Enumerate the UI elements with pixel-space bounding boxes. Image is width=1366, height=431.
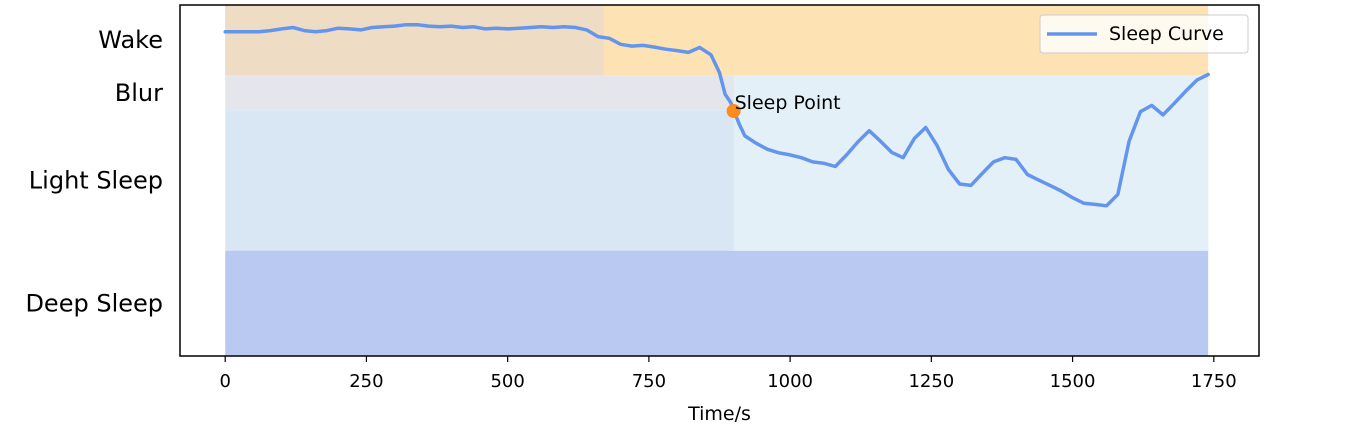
x-tick-label: 250: [349, 371, 383, 392]
sleep-stage-bands: [225, 5, 1209, 356]
band-label-wake: Wake: [98, 26, 163, 54]
plot-frame: [179, 4, 1260, 357]
sleep-point-marker: [726, 104, 741, 119]
x-tick-label: 0: [219, 371, 230, 392]
sleep-stage-labels: Wake Blur Light Sleep Deep Sleep: [25, 26, 163, 317]
series-line-sleep-curve: [223, 22, 1210, 208]
band-label-deep-sleep: Deep Sleep: [25, 289, 163, 317]
annotations: Sleep Point: [726, 92, 841, 119]
x-tick-label: 750: [632, 371, 666, 392]
legend: Sleep Curve: [1039, 14, 1249, 54]
x-axis: 0 250 500 750 1000 1250 1500 1750: [219, 356, 1237, 392]
series-layer: [223, 22, 1210, 208]
x-tick-label: 1250: [908, 371, 954, 392]
x-tick-label: 1750: [1191, 371, 1237, 392]
x-tick-label: 1000: [767, 371, 813, 392]
x-tick-label: 1500: [1050, 371, 1096, 392]
band-label-light-sleep: Light Sleep: [29, 167, 163, 195]
x-axis-label: Time/s: [687, 403, 751, 425]
legend-entry-sleep-curve: Sleep Curve: [1109, 23, 1224, 45]
legend-box: [1039, 14, 1249, 54]
band-overlay: [225, 5, 604, 76]
band-deep-sleep: [225, 250, 1209, 356]
sleep-point-label: Sleep Point: [735, 92, 841, 114]
band-label-blur: Blur: [115, 79, 163, 107]
x-tick-label: 500: [490, 371, 524, 392]
